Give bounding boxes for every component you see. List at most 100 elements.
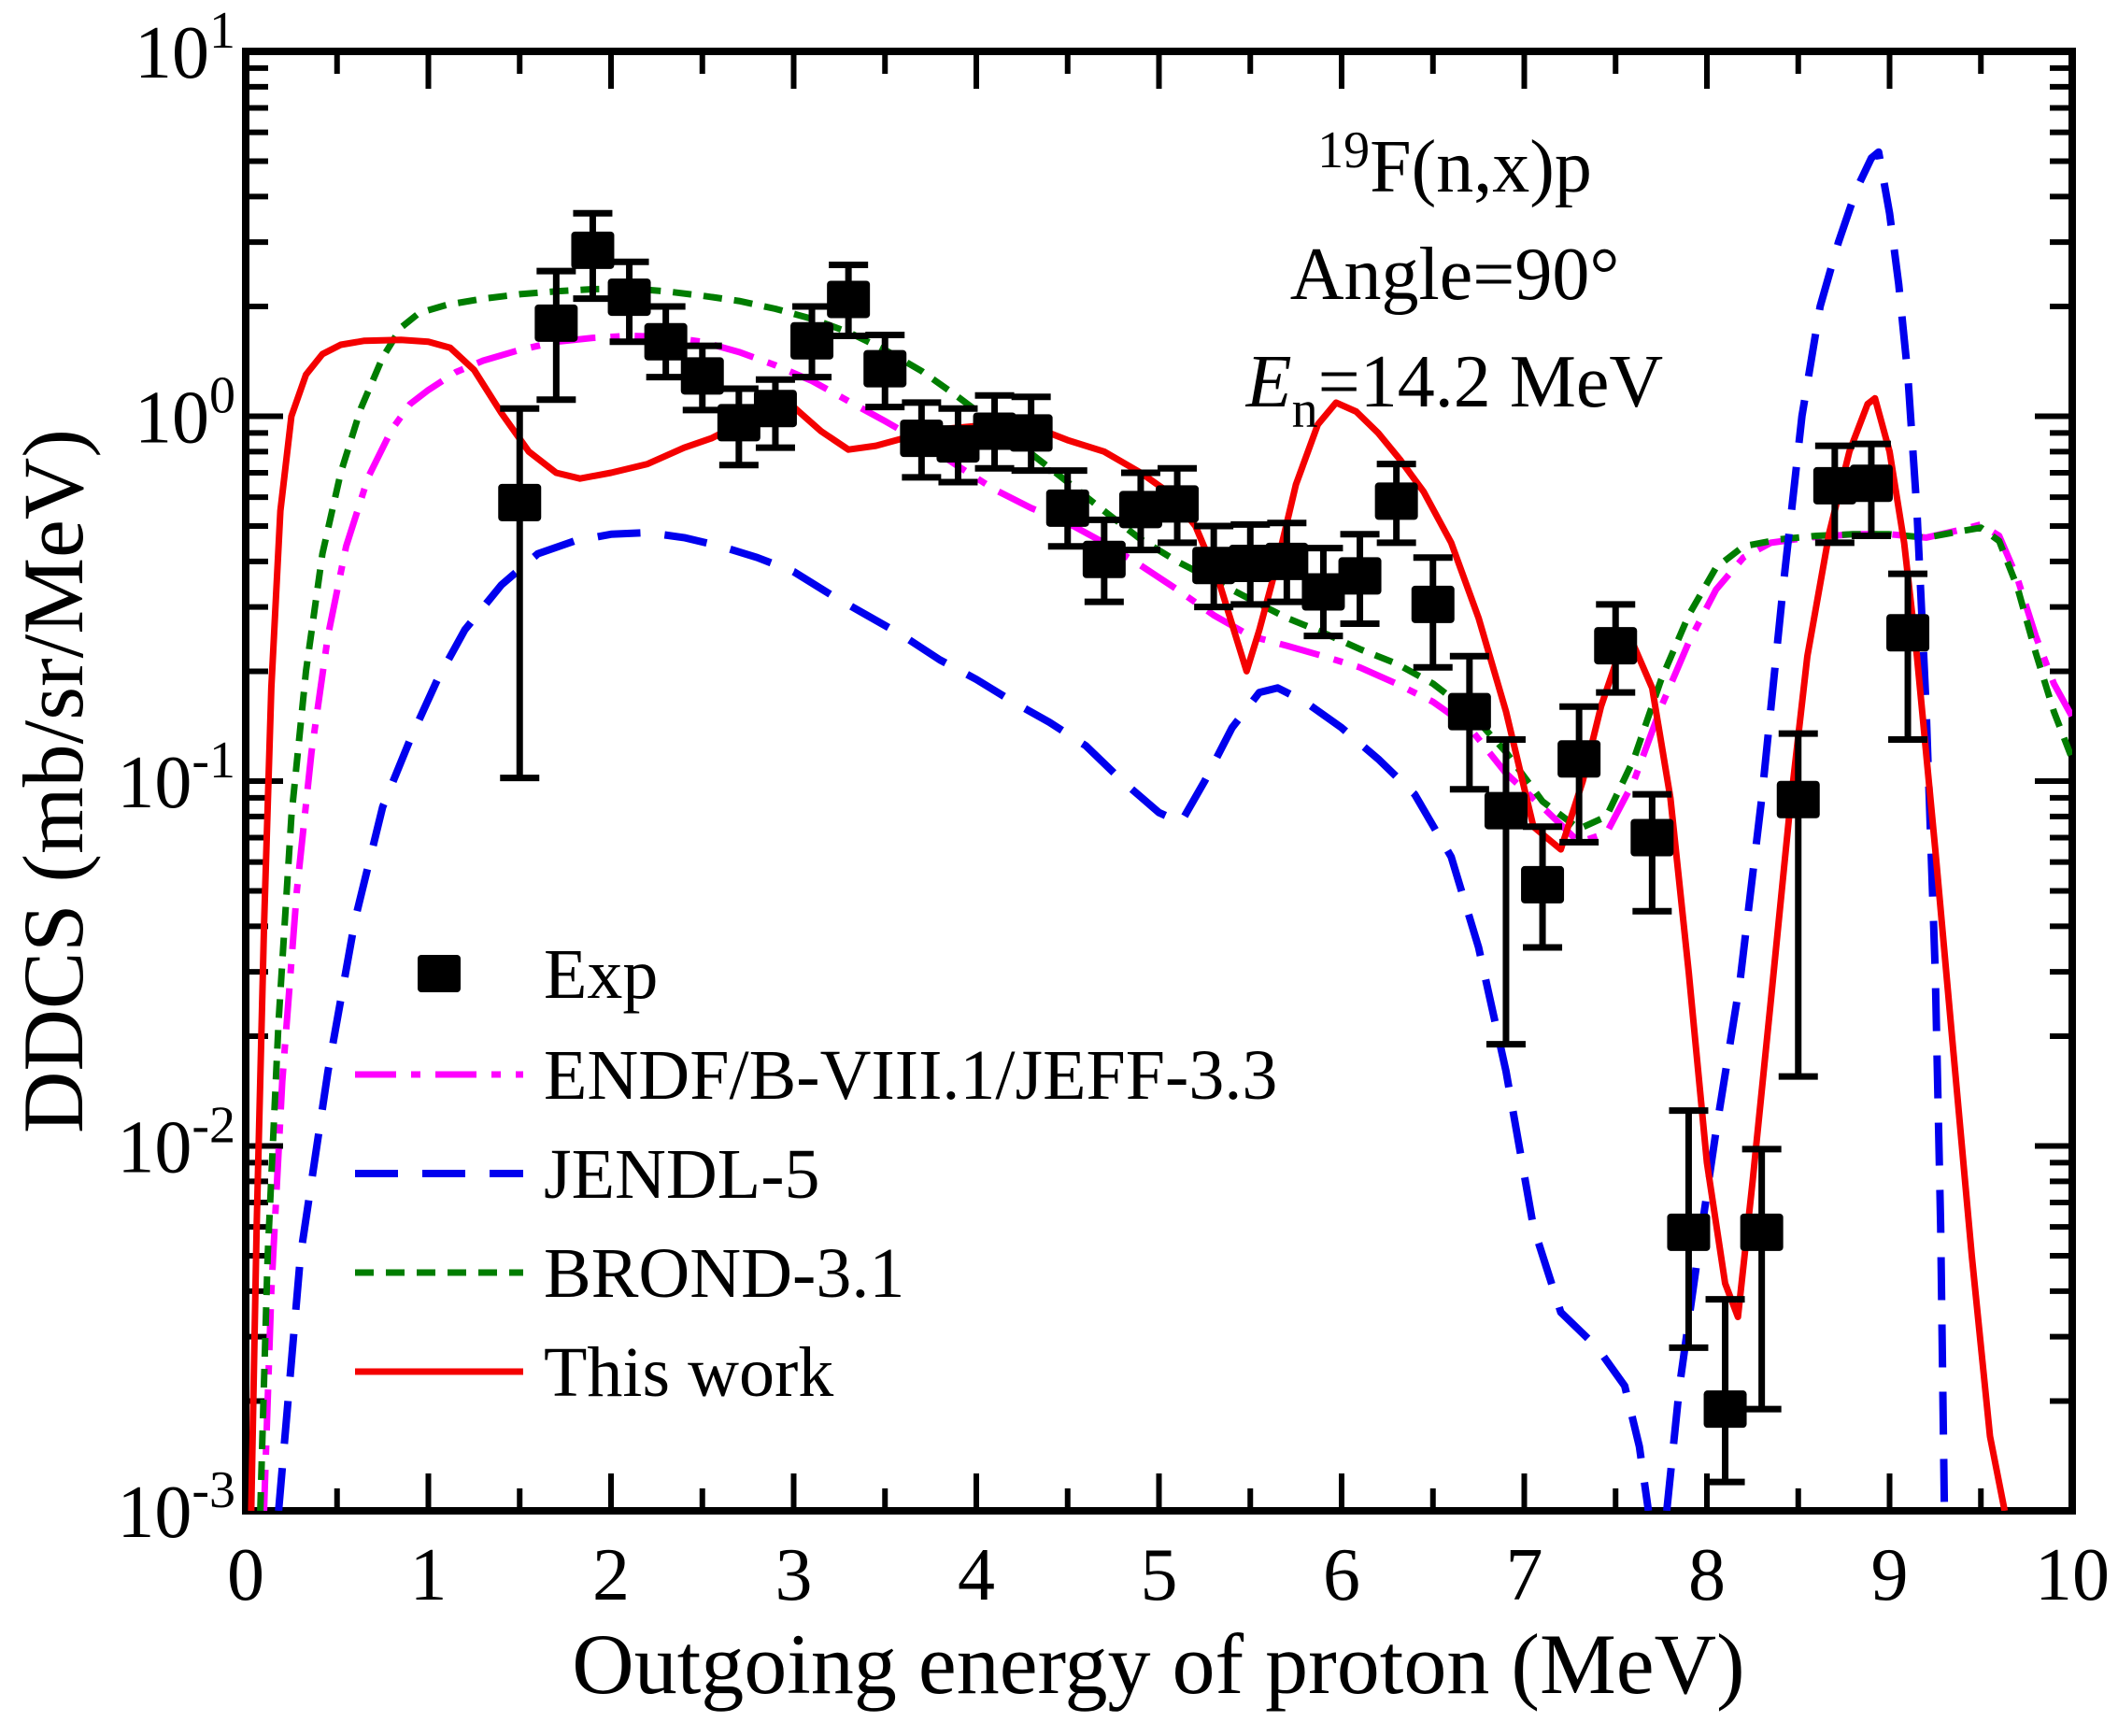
- legend-label: ENDF/B-VIII.1/JEFF-3.3: [544, 1036, 1277, 1115]
- exp-point: [644, 303, 688, 381]
- exp-point: [1667, 1107, 1711, 1351]
- legend-square-marker: [418, 955, 461, 992]
- square-marker: [753, 390, 797, 428]
- square-marker: [1009, 414, 1053, 452]
- square-marker: [1740, 1213, 1784, 1251]
- exp-point: [1156, 464, 1200, 547]
- exp-point: [1082, 516, 1126, 605]
- square-marker: [1338, 557, 1382, 595]
- x-tick-labels: 0 1 2 3 4 5 6 7 8 9 10: [227, 1534, 2110, 1616]
- square-marker: [936, 425, 980, 463]
- exp-point: [863, 332, 907, 411]
- square-marker: [1045, 489, 1089, 527]
- exp-point: [827, 261, 871, 340]
- x-tick-label: 0: [227, 1534, 264, 1616]
- x-tick-label: 3: [775, 1534, 813, 1616]
- axes: [242, 48, 2076, 1515]
- legend-item: BROND-3.1: [355, 1234, 904, 1313]
- square-marker: [1703, 1390, 1747, 1429]
- exp-point: [1776, 730, 1820, 1080]
- reaction-annotation: 19F(n,x)p Angle=90° En=14.2 MeV: [1245, 121, 1663, 439]
- x-tick-label: 8: [1688, 1534, 1726, 1616]
- legend-item: ENDF/B-VIII.1/JEFF-3.3: [355, 1036, 1277, 1115]
- legend-item: JENDL-5: [355, 1135, 820, 1214]
- y-tick-label: 10-3: [117, 1461, 235, 1554]
- square-marker: [1630, 818, 1674, 857]
- square-marker: [1849, 464, 1893, 503]
- legend-label: JENDL-5: [544, 1135, 820, 1214]
- square-marker: [498, 483, 542, 521]
- legend-label: BROND-3.1: [544, 1234, 904, 1313]
- y-axis-title: DDCS (mb/sr/MeV): [6, 429, 101, 1133]
- exp-point: [936, 405, 980, 486]
- x-tick-label: 7: [1506, 1534, 1543, 1616]
- exp-point: [680, 342, 724, 414]
- y-tick-label: 100: [135, 367, 235, 460]
- square-marker: [1192, 547, 1236, 585]
- exp-point: [1484, 736, 1528, 1048]
- x-tick-label: 1: [410, 1534, 448, 1616]
- reaction-label: 19F(n,x)p: [1317, 121, 1592, 208]
- exp-point: [1740, 1145, 1784, 1413]
- square-marker: [1447, 692, 1491, 731]
- y-tick-labels: 101 100 10-1 10-2 10-3: [117, 2, 235, 1554]
- exp-point: [1521, 823, 1565, 951]
- square-marker: [973, 412, 1016, 450]
- exp-point: [498, 405, 542, 782]
- exp-point: [1265, 519, 1309, 605]
- exp-point: [973, 391, 1016, 472]
- curve-this-work: [248, 336, 2009, 1511]
- exp-point: [790, 303, 834, 381]
- square-marker: [1265, 542, 1309, 580]
- square-marker: [1594, 627, 1638, 665]
- y-tick-label: 101: [135, 2, 235, 94]
- exp-point: [717, 385, 760, 469]
- curve-endf-b-viii-1-jeff-3-3: [261, 333, 2072, 1511]
- exp-point: [1374, 461, 1418, 547]
- exp-point: [1229, 520, 1272, 608]
- legend-label: Exp: [544, 935, 658, 1014]
- exp-point: [1338, 531, 1382, 628]
- square-marker: [571, 231, 615, 269]
- legend: Exp ENDF/B-VIII.1/JEFF-3.3 JENDL-5 BROND-3.…: [355, 935, 1277, 1412]
- square-marker: [900, 420, 944, 458]
- curve-jendl-5: [1663, 148, 1949, 1511]
- y-tick-label: 10-2: [117, 1097, 235, 1189]
- exp-point: [753, 376, 797, 451]
- exp-point: [1009, 393, 1053, 475]
- y-tick-label: 10-1: [117, 732, 235, 824]
- legend-label: This work: [544, 1333, 833, 1412]
- exp-point: [1630, 790, 1674, 915]
- exp-point: [1301, 545, 1345, 640]
- square-marker: [1411, 585, 1455, 623]
- square-marker: [827, 280, 871, 319]
- exp-point: [1703, 1296, 1747, 1486]
- angle-label: Angle=90°: [1290, 234, 1620, 316]
- x-tick-label: 5: [1141, 1534, 1178, 1616]
- x-axis-title: Outgoing energy of proton (MeV): [572, 1616, 1744, 1712]
- incident-energy-label: En=14.2 MeV: [1245, 341, 1663, 439]
- square-marker: [790, 321, 834, 360]
- exp-point: [1045, 467, 1089, 550]
- exp-point: [1849, 440, 1893, 540]
- x-tick-label: 6: [1323, 1534, 1360, 1616]
- square-marker: [1484, 791, 1528, 830]
- curve-jendl-5: [275, 529, 1653, 1511]
- x-tick-label: 2: [592, 1534, 630, 1616]
- square-marker: [680, 357, 724, 395]
- x-tick-label: 4: [958, 1534, 995, 1616]
- square-marker: [534, 304, 578, 342]
- square-marker: [644, 322, 688, 361]
- exp-point: [900, 399, 944, 481]
- x-tick-label: 9: [1871, 1534, 1909, 1616]
- exp-point: [1118, 469, 1162, 554]
- experimental-points: [498, 209, 1930, 1486]
- exp-point: [1192, 522, 1236, 611]
- square-marker: [1118, 491, 1162, 529]
- square-marker: [607, 278, 651, 317]
- exp-point: [571, 209, 615, 303]
- square-marker: [717, 404, 760, 442]
- exp-point: [607, 258, 651, 346]
